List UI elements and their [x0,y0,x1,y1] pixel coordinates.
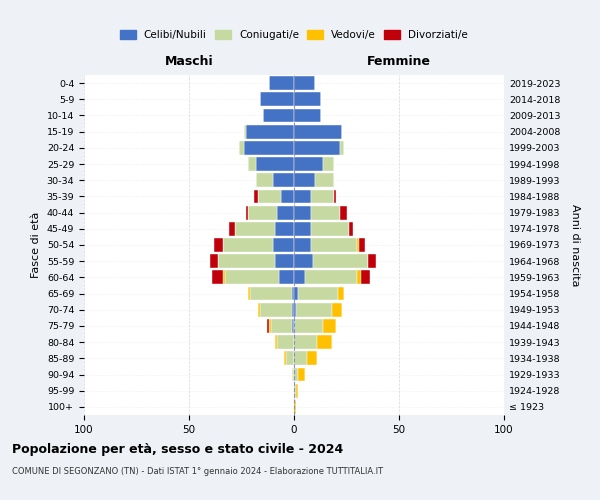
Bar [294,368,298,382]
Bar [298,368,305,382]
Bar [254,190,259,203]
Bar [277,206,294,220]
Text: Maschi: Maschi [164,55,214,68]
Bar [284,352,286,365]
Bar [292,303,294,316]
Bar [260,303,292,316]
Text: Popolazione per età, sesso e stato civile - 2024: Popolazione per età, sesso e stato civil… [12,442,343,456]
Bar [269,76,294,90]
Bar [273,174,294,187]
Bar [294,254,313,268]
Bar [210,254,218,268]
Bar [294,270,305,284]
Bar [248,286,250,300]
Bar [294,400,296,414]
Bar [294,108,322,122]
Bar [266,319,269,333]
Bar [294,286,298,300]
Bar [294,319,323,333]
Bar [294,336,317,349]
Bar [263,108,294,122]
Bar [313,254,367,268]
Bar [292,368,294,382]
Bar [269,319,271,333]
Bar [311,222,349,235]
Bar [256,157,294,171]
Bar [311,238,357,252]
Bar [323,319,336,333]
Bar [271,319,292,333]
Bar [275,254,294,268]
Bar [229,222,235,235]
Bar [296,303,332,316]
Bar [298,286,338,300]
Bar [244,125,246,138]
Bar [223,270,224,284]
Y-axis label: Anni di nascita: Anni di nascita [570,204,580,286]
Bar [248,206,277,220]
Bar [292,319,294,333]
Bar [250,286,292,300]
Bar [359,238,365,252]
Bar [311,190,334,203]
Bar [317,336,332,349]
Bar [225,270,280,284]
Bar [307,352,317,365]
Bar [323,157,334,171]
Bar [248,157,256,171]
Bar [280,270,294,284]
Bar [367,254,376,268]
Bar [281,190,294,203]
Bar [349,222,353,235]
Bar [214,238,223,252]
Bar [294,303,296,316]
Bar [258,303,260,316]
Bar [239,141,244,154]
Bar [361,270,370,284]
Bar [273,238,294,252]
Bar [275,222,294,235]
Bar [311,206,340,220]
Text: Femmine: Femmine [367,55,431,68]
Bar [296,384,298,398]
Bar [294,238,311,252]
Bar [294,92,322,106]
Bar [334,190,336,203]
Bar [294,222,311,235]
Bar [246,206,248,220]
Bar [244,141,294,154]
Bar [294,174,315,187]
Bar [294,352,307,365]
Y-axis label: Fasce di età: Fasce di età [31,212,41,278]
Bar [292,286,294,300]
Bar [294,190,311,203]
Bar [340,206,347,220]
Bar [294,157,323,171]
Bar [246,125,294,138]
Bar [235,222,275,235]
Bar [294,206,311,220]
Bar [294,76,315,90]
Bar [332,303,342,316]
Bar [258,190,281,203]
Bar [218,254,275,268]
Bar [338,286,344,300]
Bar [340,141,344,154]
Bar [275,336,277,349]
Bar [315,174,334,187]
Bar [294,125,342,138]
Bar [223,238,273,252]
Bar [294,384,296,398]
Bar [357,238,359,252]
Bar [256,174,273,187]
Bar [212,270,223,284]
Bar [294,141,340,154]
Text: COMUNE DI SEGONZANO (TN) - Dati ISTAT 1° gennaio 2024 - Elaborazione TUTTITALIA.: COMUNE DI SEGONZANO (TN) - Dati ISTAT 1°… [12,468,383,476]
Bar [305,270,357,284]
Bar [286,352,294,365]
Bar [277,336,294,349]
Legend: Celibi/Nubili, Coniugati/e, Vedovi/e, Divorziati/e: Celibi/Nubili, Coniugati/e, Vedovi/e, Di… [116,26,472,44]
Bar [357,270,361,284]
Bar [260,92,294,106]
